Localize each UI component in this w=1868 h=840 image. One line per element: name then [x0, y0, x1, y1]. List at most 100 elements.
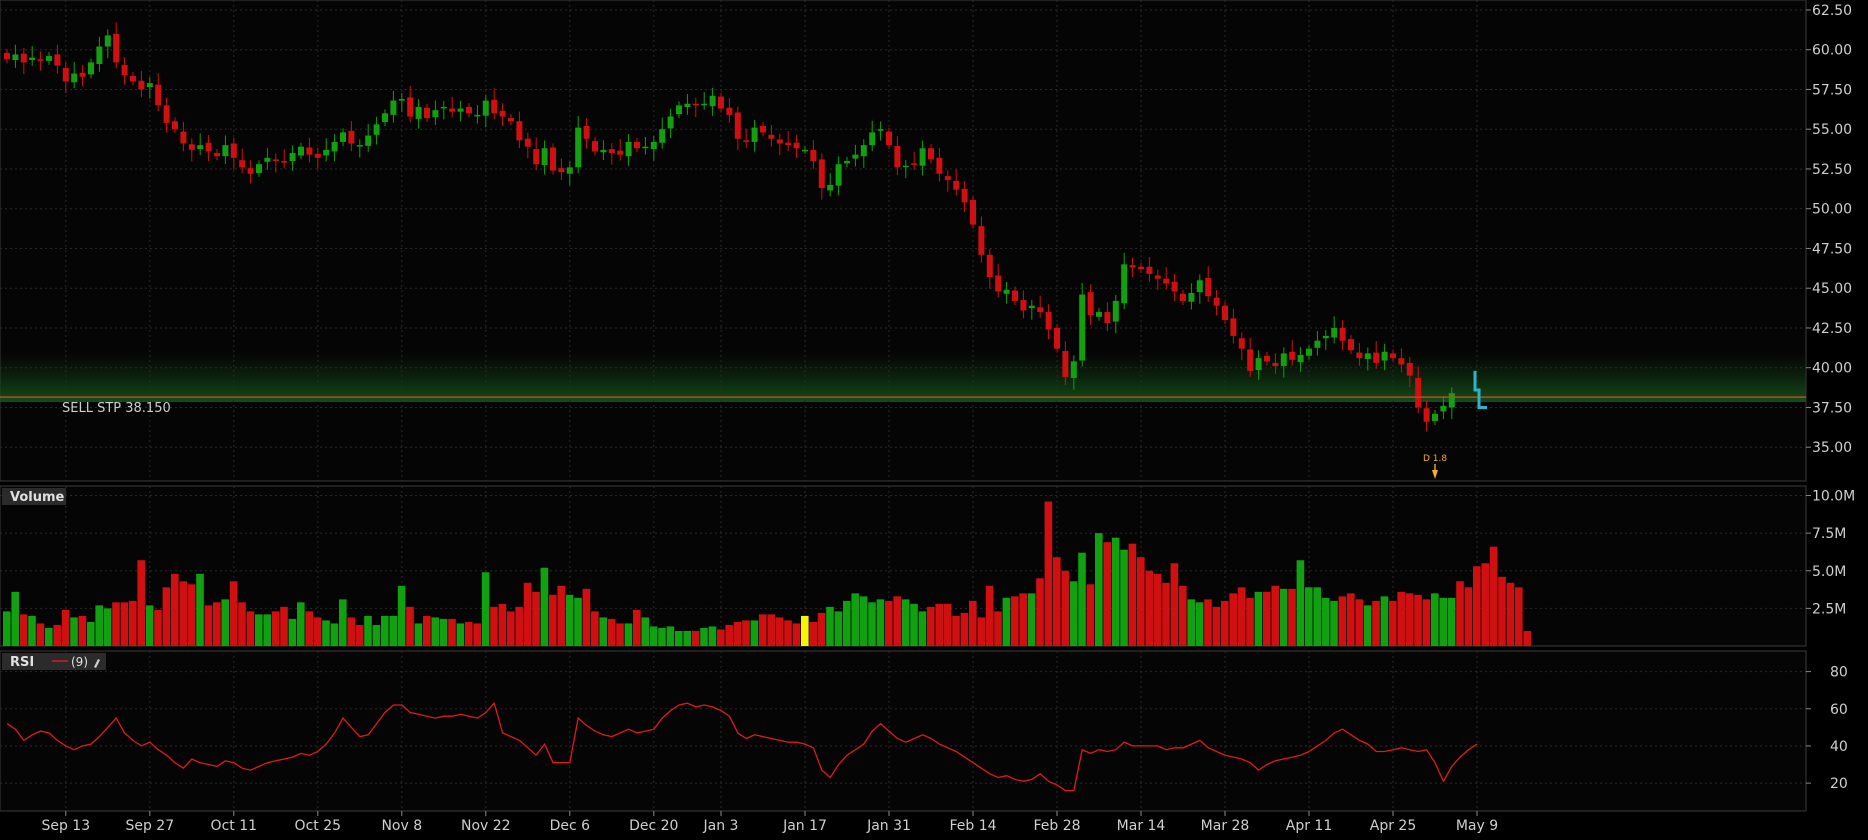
sell-stop-order-label[interactable]: SELL STP 38.150	[62, 401, 171, 416]
volume-bar	[1002, 597, 1011, 646]
volume-bar	[238, 602, 246, 646]
candle-body	[1280, 353, 1287, 367]
candle-body	[138, 80, 145, 90]
volume-bar	[1305, 587, 1313, 646]
candle-body	[1222, 305, 1228, 320]
volume-bar	[1254, 591, 1263, 646]
candle	[894, 136, 901, 176]
candle-body	[1230, 318, 1237, 336]
candle	[256, 160, 262, 177]
candle	[1406, 357, 1413, 388]
volume-bar	[1372, 600, 1380, 646]
candle	[919, 140, 926, 176]
candle-body	[29, 57, 36, 61]
candle-body	[508, 118, 514, 122]
volume-bar	[1246, 597, 1254, 646]
price-panel[interactable]: 62.50 60.00 57.50 55.00 52.50 50.00 47.50 45.00…	[0, 0, 1852, 482]
candle	[197, 133, 204, 155]
candle	[46, 52, 52, 65]
candle-body	[634, 141, 640, 149]
candle	[869, 120, 876, 151]
candle	[768, 125, 775, 147]
volume-bar	[70, 617, 78, 646]
volume-bar	[792, 623, 801, 646]
candle	[155, 73, 162, 112]
candle	[1012, 286, 1018, 305]
volume-bar	[465, 621, 473, 646]
candle-body	[12, 54, 19, 61]
volume-bar	[969, 600, 977, 646]
candle-body	[1448, 393, 1455, 408]
candle-body	[256, 164, 262, 173]
rsi-panel-frame	[0, 650, 1807, 812]
candle	[692, 97, 699, 117]
candle-body	[1364, 353, 1371, 359]
candle-body	[1423, 408, 1430, 422]
candle	[71, 61, 78, 89]
candle	[314, 147, 321, 170]
candle	[239, 148, 246, 174]
volume-panel[interactable]: 10.0M 7.5M 5.0M 2.5M Volume	[0, 485, 1855, 647]
date-tick-label: Feb 14	[949, 818, 996, 834]
candle-body	[1096, 312, 1102, 317]
candle	[1138, 262, 1144, 274]
volume-bar	[725, 624, 733, 646]
date-tick-label: Dec 20	[629, 818, 678, 834]
candle	[575, 116, 582, 174]
candle-body	[1163, 278, 1170, 284]
volume-bar	[649, 626, 658, 646]
candle-body	[1255, 358, 1262, 371]
price-tick-label: 40.00	[1812, 361, 1852, 377]
candle	[466, 102, 472, 118]
candle	[1154, 269, 1161, 291]
volume-bar	[1061, 570, 1069, 646]
candle-body	[1398, 358, 1405, 365]
candle-body	[928, 148, 934, 160]
volume-bar	[414, 623, 423, 646]
volume-bar	[952, 615, 960, 646]
rsi-edit-icon[interactable]	[94, 659, 100, 668]
candle	[457, 100, 464, 122]
candle	[1045, 304, 1052, 340]
candle-body	[516, 121, 523, 141]
price-tick-label: 57.50	[1812, 82, 1852, 98]
candle-body	[1356, 352, 1363, 359]
candle-body	[239, 160, 246, 168]
candle	[667, 108, 674, 139]
stop-marker[interactable]	[1473, 370, 1487, 409]
candle	[659, 117, 666, 149]
candle-body	[398, 98, 405, 101]
volume-bar	[826, 606, 834, 646]
candle-body	[1121, 264, 1128, 304]
candle	[146, 77, 153, 99]
volume-bar	[708, 626, 717, 646]
candle-body	[407, 97, 414, 117]
candle-body	[617, 150, 624, 155]
volume-bar	[1422, 599, 1431, 646]
volume-bar	[775, 617, 784, 646]
rsi-panel[interactable]: 80 60 40 20 RSI (9)	[0, 650, 1848, 812]
candle-body	[71, 73, 78, 83]
volume-bar	[507, 611, 515, 646]
candle-body	[986, 254, 993, 278]
volume-bar	[1456, 581, 1464, 646]
volume-bar	[255, 614, 263, 646]
candle-body	[20, 53, 27, 63]
candle-body	[172, 121, 178, 130]
candle	[272, 153, 279, 173]
candle-body	[155, 84, 162, 106]
volume-bar	[1389, 600, 1397, 646]
candle-body	[667, 116, 674, 129]
candle-body	[785, 142, 792, 146]
candle	[1003, 281, 1010, 304]
volume-bar	[1481, 563, 1489, 646]
volume-bar	[78, 615, 87, 646]
dividend-marker[interactable]: D 1.8	[1423, 454, 1447, 479]
volume-bar	[843, 600, 851, 646]
volume-bar	[658, 627, 666, 646]
volume-bar	[355, 624, 364, 646]
candle	[298, 142, 304, 160]
candle-body	[583, 126, 590, 139]
price-tick-label: 47.50	[1812, 241, 1852, 257]
